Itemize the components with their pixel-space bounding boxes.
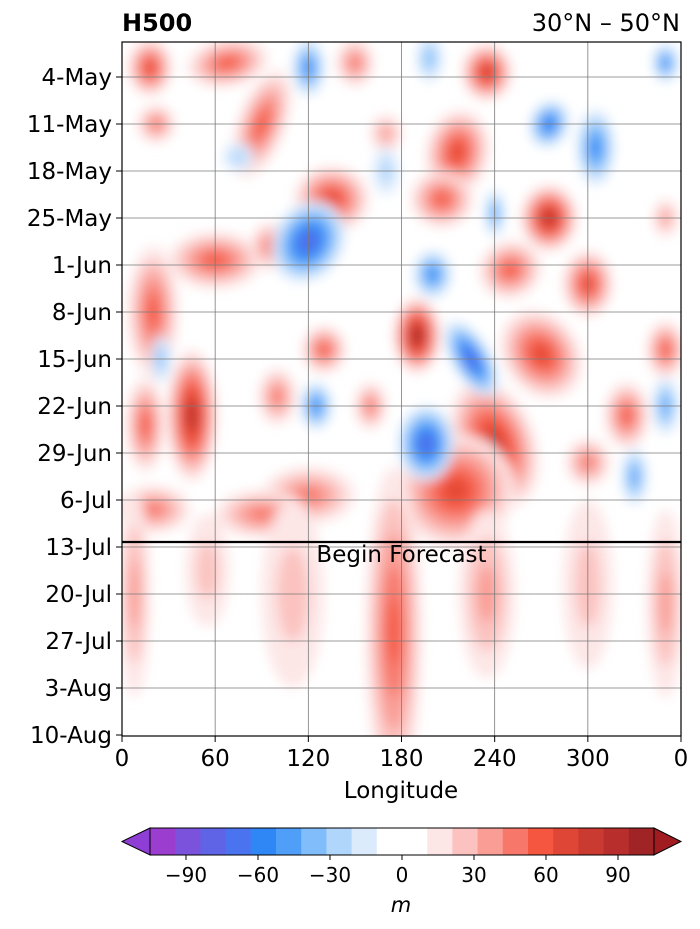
colorbar-tick-label: −60	[237, 863, 279, 887]
colorbar-swatch	[326, 828, 353, 855]
colorbar-tick-label: −30	[309, 863, 351, 887]
x-tick-label: 60	[201, 746, 230, 772]
y-tick-label: 15-Jun	[37, 347, 112, 373]
colorbar-tick-label: 30	[461, 863, 486, 887]
colorbar-tick-label: 90	[605, 863, 630, 887]
forecast-annotation: Begin Forecast	[316, 542, 486, 568]
colorbar-swatch	[225, 828, 252, 855]
colorbar-swatch	[200, 828, 227, 855]
x-axis-label: Longitude	[344, 778, 458, 804]
y-tick-label: 22-Jun	[37, 394, 112, 420]
colorbar-swatch	[603, 828, 630, 855]
x-axis: 0 60 120 180 240 300 0	[115, 736, 689, 772]
x-tick-label: 0	[674, 746, 689, 772]
colorbar-swatch	[502, 828, 529, 855]
colorbar-tick-label: −90	[165, 863, 207, 887]
x-tick-label: 300	[566, 746, 610, 772]
colorbar-swatch	[427, 828, 453, 855]
x-tick-label: 0	[115, 746, 130, 772]
y-tick-label: 18-May	[27, 159, 112, 185]
y-tick-label: 13-Jul	[45, 535, 112, 561]
y-tick-label: 27-Jul	[45, 629, 112, 655]
colorbar-extend-high	[653, 827, 683, 856]
grid-lines	[122, 42, 681, 736]
colorbar-swatch	[250, 828, 277, 855]
y-tick-label: 20-Jul	[45, 582, 112, 608]
y-tick-label: 3-Aug	[45, 676, 112, 702]
colorbar-label: m	[391, 893, 411, 917]
y-tick-label: 10-Aug	[30, 723, 112, 749]
colorbar-extend-low	[120, 827, 151, 856]
colorbar-swatch	[351, 828, 378, 855]
y-tick-label: 11-May	[27, 112, 112, 138]
colorbar-ticks: −90 −60 −30 0 30 60 90	[165, 855, 631, 887]
colorbar-swatch	[528, 828, 554, 855]
y-tick-label: 29-Jun	[37, 441, 112, 467]
colorbar-swatch	[150, 828, 176, 855]
colorbar-swatch	[301, 828, 327, 855]
colorbar-swatch	[578, 828, 605, 855]
colorbar-swatch	[376, 828, 403, 855]
y-axis: 4-May 11-May 18-May 25-May 1-Jun 8-Jun 15-Jun 2…	[27, 65, 122, 749]
colorbar-tick-label: 0	[396, 863, 409, 887]
colorbar-swatch	[276, 828, 302, 855]
x-tick-label: 120	[286, 746, 330, 772]
y-tick-label: 4-May	[42, 65, 112, 91]
y-tick-label: 1-Jun	[52, 253, 112, 279]
colorbar-swatch	[402, 828, 428, 855]
colorbar-tick-label: 60	[533, 863, 558, 887]
colorbar-swatch	[628, 828, 655, 855]
chart-title-left: H500	[122, 9, 192, 37]
y-tick-label: 6-Jul	[60, 488, 112, 514]
y-tick-label: 25-May	[27, 206, 112, 232]
colorbar-swatch	[452, 828, 479, 855]
y-tick-label: 8-Jun	[52, 300, 112, 326]
colorbar-swatch	[175, 828, 201, 855]
x-tick-label: 240	[473, 746, 517, 772]
colorbar-swatch	[477, 828, 504, 855]
colorbar	[120, 827, 683, 856]
colorbar-swatch	[553, 828, 579, 855]
chart-title-right: 30°N – 50°N	[532, 9, 680, 37]
x-tick-label: 180	[380, 746, 424, 772]
